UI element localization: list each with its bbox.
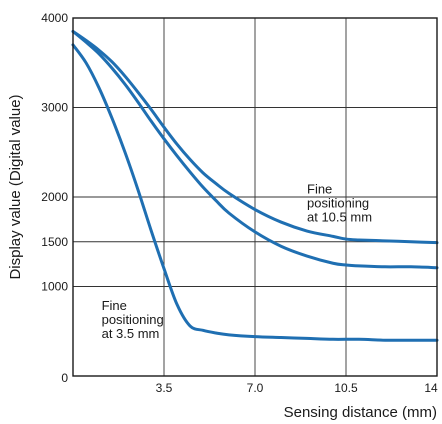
x-tick-label: 14	[424, 381, 438, 395]
annotation-line: at 10.5 mm	[307, 209, 372, 224]
annotation-2: Fine positioning at 3.5 mm	[102, 298, 164, 341]
y-tick-label: 1000	[41, 280, 68, 294]
series-line-1	[71, 29, 439, 245]
x-tick-label: 7.0	[247, 381, 264, 395]
series-line-3	[71, 43, 439, 342]
series-lines	[71, 29, 439, 342]
y-tick-label: 3000	[41, 101, 68, 115]
plot-frame	[72, 17, 438, 377]
y-tick-label: 4000	[41, 11, 68, 25]
annotation-line: at 3.5 mm	[102, 326, 160, 341]
annotation-line: positioning	[307, 195, 369, 210]
x-tick-label: 10.5	[334, 381, 358, 395]
x-tick-label: 3.5	[156, 381, 173, 395]
y-axis-label: Display value (Digital value)	[7, 94, 24, 279]
annotation-line: Fine	[102, 298, 127, 313]
annotation-line: positioning	[102, 312, 164, 327]
annotation-line: Fine	[307, 181, 332, 196]
y-ticks: 0 1000 1500 2000 3000 4000	[41, 11, 68, 385]
annotation-1: Fine positioning at 10.5 mm	[307, 181, 372, 224]
series-line-2	[71, 29, 439, 270]
y-tick-label: 0	[61, 371, 68, 385]
y-tick-label: 1500	[41, 235, 68, 249]
x-axis-label: Sensing distance (mm)	[284, 404, 437, 421]
x-ticks: 3.5 7.0 10.5 14	[156, 381, 438, 395]
y-tick-label: 2000	[41, 190, 68, 204]
grid	[73, 18, 437, 376]
